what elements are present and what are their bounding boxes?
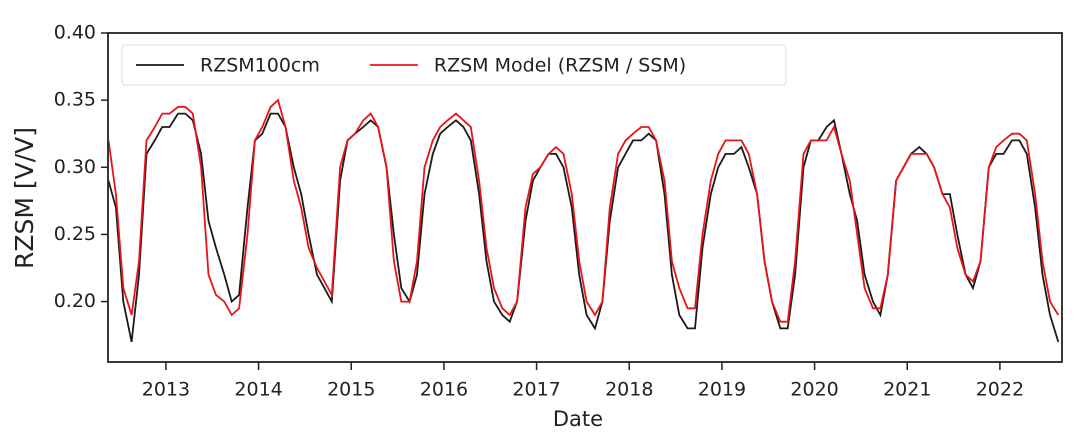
series-line [108,98,1060,323]
y-tick-label: 0.25 [54,223,96,245]
y-tick-label: 0.30 [54,156,96,178]
series-line [108,112,1060,343]
y-tick-label: 0.35 [54,89,96,111]
x-tick-label: 2015 [327,379,375,401]
legend-label: RZSM Model (RZSM / SSM) [434,55,686,77]
x-tick-label: 2013 [142,379,190,401]
y-axis-label: RZSM [V/V] [10,127,39,269]
x-tick-label: 2022 [976,379,1024,401]
x-tick-label: 2014 [234,379,282,401]
x-tick-label: 2017 [512,379,560,401]
x-tick-label: 2020 [790,379,838,401]
legend-label: RZSM100cm [200,55,320,77]
legend-box [121,44,787,86]
plot-frame [107,32,1063,363]
x-tick-label: 2021 [883,379,931,401]
y-tick-label: 0.20 [54,290,96,312]
x-tick-label: 2016 [420,379,468,401]
y-tick-label: 0.40 [54,22,96,44]
x-tick-label: 2019 [698,379,746,401]
x-axis-label: Date [553,407,603,431]
x-tick-label: 2018 [605,379,653,401]
